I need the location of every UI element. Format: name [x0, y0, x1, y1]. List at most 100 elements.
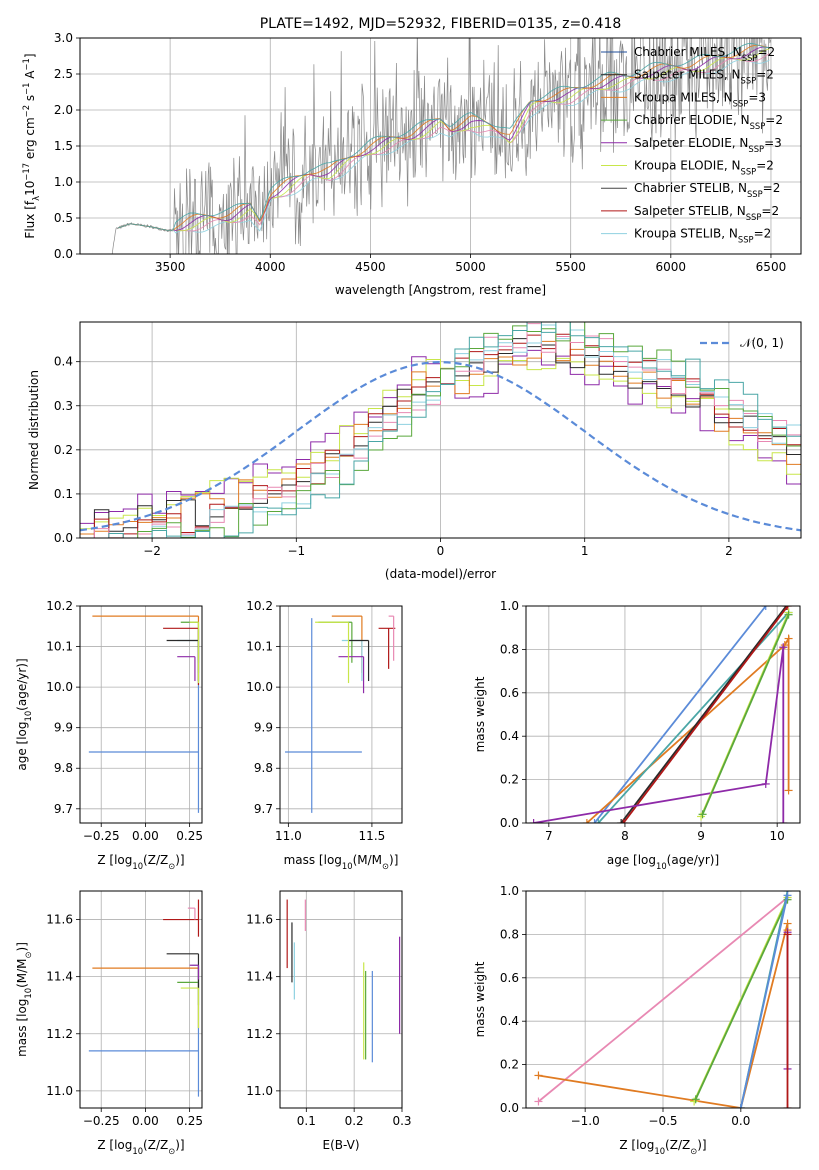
residual-panel-grid	[80, 322, 801, 539]
mass-vs-extinction-panel-xlabel: E(B-V)	[322, 1138, 359, 1152]
spectrum-panel-ytick-label: 0.5	[54, 211, 73, 225]
age-vs-metallicity-panel-xtick-label: 0.25	[176, 829, 203, 843]
mass-weight-vs-age-panel-series-5	[533, 647, 785, 823]
mass-weight-vs-metallicity-panel-ytick-label: 0.2	[500, 1058, 519, 1072]
age-vs-metallicity-panel-xtick-label: 0.00	[132, 829, 159, 843]
age-vs-metallicity-panel: −0.25 0.00 0.25 9.7 9.8 9.9 10.0 10.1 10.2	[46, 599, 203, 843]
mass-weight-vs-metallicity-panel: −1.0 −0.5 0.0 0.0 0.2 0.4 0.6 0.8 1.0	[500, 884, 801, 1128]
mass-vs-metallicity-panel-ytick-label: 11.2	[46, 1027, 73, 1041]
mass-weight-vs-metallicity-panel-series-3	[694, 899, 789, 1100]
mass-weight-vs-age-panel-ytick-label: 0.4	[500, 729, 519, 743]
age-vs-metallicity-panel-xlabel: Z [log10(Z/Z⊙)]	[97, 853, 184, 871]
model-spectrum-line-5	[117, 42, 770, 232]
residual-panel-ytick-label: 0.0	[54, 531, 73, 545]
model-spectrum-line-2	[117, 48, 770, 232]
mass-weight-vs-metallicity-panel-ytick-label: 0.6	[500, 971, 519, 985]
age-vs-mass-panel-ytick-label: 9.9	[254, 721, 273, 735]
histogram-step-0	[80, 349, 801, 538]
mass-weight-vs-age-panel-ytick-label: 0.6	[500, 686, 519, 700]
age-vs-metallicity-panel-xtick-label: −0.25	[83, 829, 120, 843]
mass-vs-metallicity-panel-ytick-label: 11.4	[46, 970, 73, 984]
residual-panel-ytick-label: 0.4	[54, 355, 73, 369]
residual-xlabel: (data-model)/error	[385, 567, 496, 581]
residual-panel-xtick-label: 0	[437, 544, 445, 558]
mass-weight-vs-age-panel-ytick-label: 0.8	[500, 642, 519, 656]
mass-weight-vs-metallicity-panel-xtick-label: −0.5	[648, 1114, 677, 1128]
legend-label: Kroupa ELODIE, NSSP=2	[634, 159, 774, 177]
legend-label: Chabrier MILES, NSSP=2	[634, 45, 775, 63]
model-spectrum-line-1	[117, 53, 770, 232]
mass-weight-vs-age-panel-grid	[526, 605, 800, 824]
age-vs-mass-panel-xtick-label: 11.5	[359, 829, 386, 843]
age-vs-mass-panel: 11.0 11.5 9.7 9.8 9.9 10.0 10.1 10.2	[246, 599, 403, 843]
residual-panel-ytick-label: 0.1	[54, 487, 73, 501]
spectrum-panel-xtick-label: 4000	[255, 260, 286, 274]
mass-weight-vs-metallicity-panel-xlabel: Z [log10(Z/Z⊙)]	[619, 1138, 706, 1156]
spectrum-panel-plot-area	[111, 38, 771, 254]
mass-weight-vs-age-panel-series-3	[620, 606, 788, 823]
mass-vs-metallicity-panel-xlabel: Z [log10(Z/Z⊙)]	[97, 1138, 184, 1156]
legend-label: Kroupa MILES, NSSP=3	[634, 90, 766, 108]
mass-vs-metallicity-panel-ytick-label: 11.0	[46, 1084, 73, 1098]
residual-panel: −2 −1 0 1 2 0.0 0.1 0.2 0.3 0.4	[54, 321, 802, 558]
mass-vs-extinction-panel: 0.1 0.2 0.3 11.0 11.2 11.4 11.6	[246, 890, 412, 1128]
spectrum-panel-ytick-label: 1.0	[54, 175, 73, 189]
residual-panel-ytick-label: 0.3	[54, 399, 73, 413]
mass-vs-metallicity-panel-frame	[79, 890, 203, 1109]
residual-legend-label: 𝒩(0, 1)	[740, 336, 784, 350]
mass-weight-vs-age-panel: 7 8 9 10 0.0 0.2 0.4 0.6 0.8 1.0	[500, 599, 801, 843]
spectrum-panel-xtick-label: 5500	[555, 260, 586, 274]
age-vs-metallicity-panel-ytick-label: 10.2	[46, 599, 73, 613]
age-vs-mass-panel-ytick-label: 9.8	[254, 761, 273, 775]
mass-weight-vs-age-panel-ytick-label: 0.2	[500, 773, 519, 787]
age-vs-metallicity-panel-ylabel: age [log10(age/yr)]	[15, 658, 33, 770]
age-vs-mass-panel-plot-area	[285, 615, 396, 813]
histogram-step-2	[80, 340, 801, 538]
spectrum-panel-ytick-label: 3.0	[54, 31, 73, 45]
age-vs-mass-panel-ytick-label: 10.2	[246, 599, 273, 613]
mass-weight-vs-age-panel-xtick-label: 8	[621, 829, 629, 843]
legend-label: Salpeter STELIB, NSSP=2	[634, 204, 779, 222]
spectrum-panel-xtick-label: 3500	[155, 260, 186, 274]
spectrum-panel-ytick-label: 1.5	[54, 139, 73, 153]
spectrum-panel: 3500 4000 4500 5000 5500 6000 6500 0.0 0.5 1.0 1.5…	[54, 31, 802, 274]
mass-vs-metallicity-panel-grid	[80, 891, 202, 1108]
spectrum-panel-ytick-label: 2.5	[54, 67, 73, 81]
mass-weight-vs-age-panel-series-4	[622, 606, 789, 823]
mass-vs-extinction-panel-plot-area	[286, 899, 401, 1063]
age-vs-mass-panel-frame	[279, 605, 403, 824]
mass-vs-extinction-panel-frame	[279, 890, 403, 1109]
histogram-step-8	[80, 322, 801, 538]
age-vs-mass-panel-ytick-label: 9.7	[254, 802, 273, 816]
mass-weight-vs-age-panel-xlabel: age [log10(age/yr)]	[607, 853, 719, 871]
mass-weight-vs-metallicity-panel-ytick-label: 0.4	[500, 1014, 519, 1028]
mass-vs-metallicity-panel-xtick-label: 0.25	[176, 1114, 203, 1128]
spectrum-title: PLATE=1492, MJD=52932, FIBERID=0135, z=0…	[260, 16, 622, 32]
legend-label: Kroupa STELIB, NSSP=2	[634, 227, 771, 245]
age-vs-mass-panel-xtick-label: 11.0	[275, 829, 302, 843]
spectrum-panel-xtick-label: 4500	[355, 260, 386, 274]
mass-weight-vs-age-panel-xtick-label: 9	[697, 829, 705, 843]
mass-weight-vs-age-panel-series-7	[701, 614, 790, 815]
legend-label: Chabrier ELODIE, NSSP=2	[634, 113, 783, 131]
mass-weight-vs-metallicity-panel-ytick-label: 1.0	[500, 884, 519, 898]
mass-weight-vs-age-panel-ylabel: mass weight	[473, 676, 487, 752]
legend-label: Salpeter MILES, NSSP=2	[634, 68, 774, 86]
residual-panel-xtick-label: −2	[143, 544, 161, 558]
mass-vs-extinction-panel-ytick-label: 11.0	[246, 1084, 273, 1098]
mass-vs-metallicity-panel-plot-area	[88, 899, 200, 1097]
mass-vs-extinction-panel-ytick-label: 11.6	[246, 913, 273, 927]
mass-weight-vs-metallicity-panel-ytick-label: 0.8	[500, 927, 519, 941]
age-vs-metallicity-panel-plot-area	[88, 615, 200, 813]
histogram-step-4	[80, 333, 801, 538]
spectrum-panel-xtick-label: 5000	[455, 260, 486, 274]
mass-weight-vs-age-panel-plot-area	[529, 606, 793, 823]
mass-vs-metallicity-panel-ylabel: mass [log10(M/M⊙)]	[15, 942, 33, 1057]
spectrum-panel-ytick-label: 0.0	[54, 247, 73, 261]
mass-weight-vs-age-panel-xtick-label: 10	[770, 829, 785, 843]
residual-panel-ytick-label: 0.2	[54, 443, 73, 457]
age-vs-metallicity-panel-ytick-label: 9.9	[54, 721, 73, 735]
spectrum-panel-xtick-label: 6000	[656, 260, 687, 274]
mass-vs-metallicity-panel-xtick-label: −0.25	[83, 1114, 120, 1128]
histogram-step-1	[80, 357, 801, 538]
